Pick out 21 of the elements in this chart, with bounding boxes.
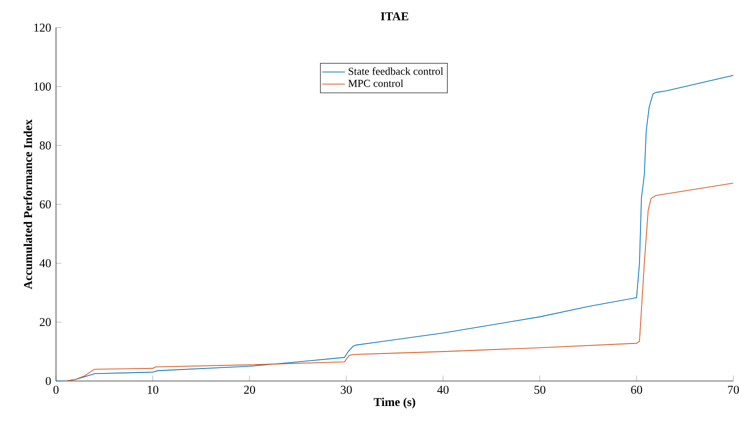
x-tick-label: 50	[534, 386, 546, 394]
chart-title: ITAE	[380, 12, 408, 20]
x-tick-label: 10	[148, 386, 158, 394]
x-tick-label: 40	[437, 386, 449, 394]
x-axis-title: Time (s)	[374, 398, 416, 409]
x-tick-label: 30	[340, 386, 352, 394]
y-axis-title: Accumulated Performance Index	[24, 119, 32, 290]
x-tick-label: 60	[631, 386, 642, 394]
y-tick-label: 100	[34, 82, 51, 91]
y-tick-label: 120	[34, 24, 51, 32]
legend-label: State feedback control	[348, 67, 444, 75]
x-tick-label: 0	[53, 386, 59, 394]
x-tick-label: 70	[728, 386, 739, 394]
y-tick-label: 40	[40, 259, 51, 268]
legend-label: MPC control	[348, 79, 404, 87]
line-series	[65, 182, 734, 381]
y-tick-label: 20	[40, 318, 51, 326]
y-tick-label: 0	[46, 376, 51, 386]
x-tick-label: 20	[244, 386, 256, 394]
y-tick-label: 60	[40, 200, 51, 208]
y-tick-label: 80	[40, 141, 51, 150]
